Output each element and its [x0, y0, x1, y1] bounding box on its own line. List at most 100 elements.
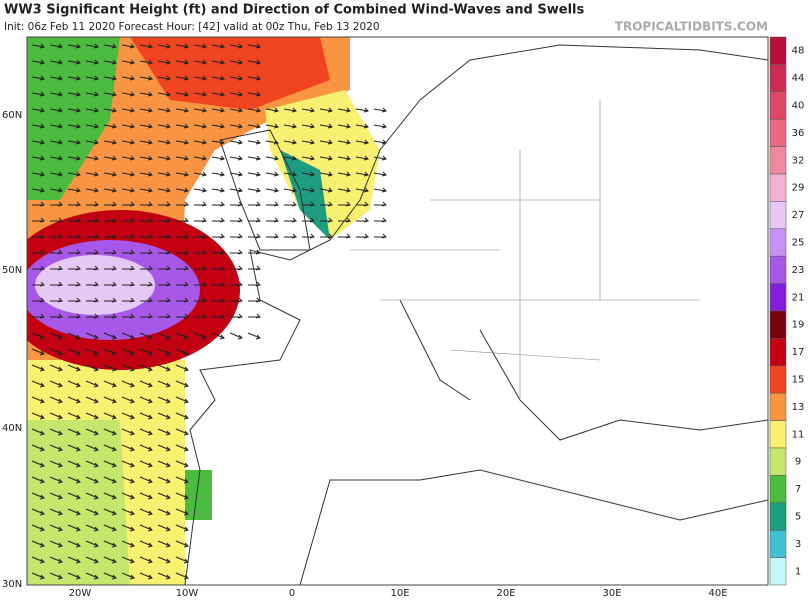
arrow [67, 75, 81, 81]
colorbar-label: 1 [795, 566, 801, 577]
arrow [301, 155, 315, 161]
arrow [140, 201, 153, 207]
arrow [85, 412, 99, 420]
arrow [68, 297, 81, 303]
arrow [121, 332, 135, 340]
arrow [104, 201, 117, 207]
arrow [265, 123, 279, 129]
arrow [157, 572, 171, 580]
arrow [374, 217, 387, 223]
arrow [211, 75, 225, 81]
arrow [212, 249, 225, 255]
arrow [139, 444, 153, 452]
arrow [139, 123, 153, 129]
arrow [85, 123, 99, 129]
arrow [85, 171, 99, 177]
arrow [85, 155, 99, 161]
lon-label: 10W [176, 588, 199, 599]
lat-label: 60N [2, 110, 22, 121]
arrow [158, 297, 171, 303]
arrow [121, 187, 135, 193]
arrow [121, 91, 135, 97]
arrow [139, 348, 153, 356]
arrow [247, 171, 261, 177]
arrow [121, 428, 135, 436]
arrow [193, 332, 207, 340]
map-frame [26, 36, 769, 586]
map [26, 36, 769, 586]
arrow [319, 123, 333, 129]
arrow [122, 233, 135, 239]
wave-arrows [31, 43, 387, 580]
arrow [49, 460, 63, 468]
arrow [193, 155, 207, 161]
arrow [49, 59, 63, 65]
colorbar-label: 44 [792, 73, 805, 84]
arrow [121, 139, 135, 145]
arrow [247, 187, 261, 193]
arrow [103, 540, 117, 548]
arrow [229, 171, 243, 177]
arrow [337, 171, 351, 177]
arrow [67, 476, 81, 484]
arrow [194, 281, 207, 287]
arrow [194, 201, 207, 207]
arrow [85, 75, 99, 81]
arrow [121, 396, 135, 404]
arrow [103, 380, 117, 388]
arrow [104, 249, 117, 255]
arrow [212, 313, 225, 319]
arrow [157, 444, 171, 452]
arrow [31, 412, 45, 420]
arrow [67, 348, 81, 356]
arrow [85, 508, 99, 516]
arrow [373, 155, 387, 161]
arrow [266, 233, 279, 239]
arrow [175, 524, 189, 532]
arrow [157, 123, 171, 129]
arrow [157, 556, 171, 564]
arrow [194, 297, 207, 303]
arrow [373, 187, 387, 193]
arrow [31, 508, 45, 516]
arrow [67, 43, 81, 49]
arrow [85, 43, 99, 49]
arrow [229, 139, 243, 145]
arrow [175, 364, 189, 372]
arrow [356, 217, 369, 223]
lon-label: 0 [289, 588, 295, 599]
arrow [67, 59, 81, 65]
arrow [49, 428, 63, 436]
colorbar-label: 19 [792, 320, 805, 331]
arrow [229, 59, 243, 65]
arrow [248, 297, 261, 303]
arrow [212, 233, 225, 239]
arrow [157, 155, 171, 161]
arrow [67, 444, 81, 452]
arrow [31, 155, 45, 161]
arrow [121, 524, 135, 532]
colorbar-swatch [769, 338, 787, 367]
arrow [49, 75, 63, 81]
arrow [104, 265, 117, 271]
arrow [86, 201, 99, 207]
arrow [265, 171, 279, 177]
colorbar-swatch [769, 420, 787, 449]
arrow [140, 249, 153, 255]
subtitle: Init: 06z Feb 11 2020 Forecast Hour: [42… [4, 21, 380, 33]
arrow [32, 281, 45, 287]
arrow [49, 492, 63, 500]
arrow [32, 249, 45, 255]
arrow [193, 187, 207, 193]
arrow [139, 396, 153, 404]
colorbar-swatch [769, 255, 787, 284]
arrow [67, 492, 81, 500]
arrow [212, 217, 225, 223]
arrow [103, 412, 117, 420]
arrow [32, 217, 45, 223]
arrow [355, 107, 369, 113]
arrow [68, 217, 81, 223]
arrow [139, 171, 153, 177]
arrow [86, 281, 99, 287]
arrow [104, 313, 117, 319]
